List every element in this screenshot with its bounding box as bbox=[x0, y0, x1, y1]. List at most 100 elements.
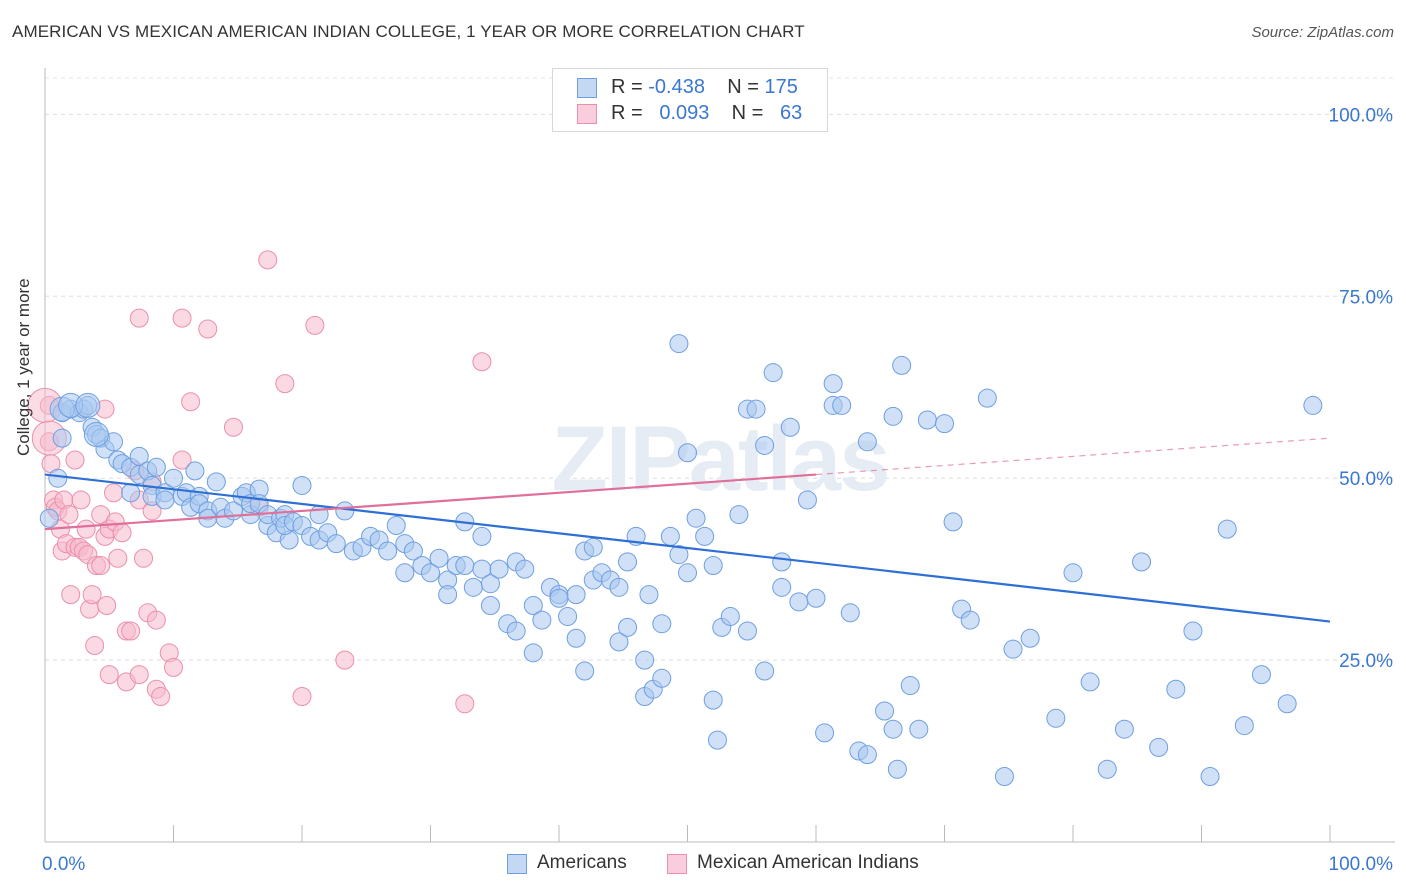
data-point-mexican bbox=[99, 665, 119, 685]
y-tick-label: 75.0% bbox=[1339, 287, 1393, 308]
grid-lines bbox=[45, 77, 1395, 661]
data-point-americans bbox=[463, 577, 483, 597]
data-point-americans bbox=[917, 410, 937, 430]
data-point-americans bbox=[618, 552, 638, 572]
data-point-americans bbox=[909, 719, 929, 739]
x-tick-label: 0.0% bbox=[42, 854, 85, 875]
data-point-americans bbox=[943, 512, 963, 532]
data-point-americans bbox=[146, 457, 166, 477]
y-tick-label: 25.0% bbox=[1339, 651, 1393, 672]
legend-r-label: R = bbox=[611, 102, 643, 124]
data-point-americans bbox=[1234, 716, 1254, 736]
data-point-mexican bbox=[258, 250, 278, 270]
data-point-americans bbox=[155, 490, 175, 510]
data-point-americans bbox=[669, 545, 689, 565]
data-point-americans bbox=[707, 730, 727, 750]
data-point-mexican bbox=[104, 483, 124, 503]
data-point-americans bbox=[755, 435, 775, 455]
data-point-mexican bbox=[85, 636, 105, 656]
data-point-americans bbox=[52, 428, 72, 448]
data-point-americans bbox=[678, 563, 697, 583]
legend-swatch-americans bbox=[577, 78, 597, 98]
tick-labels: 25.0% 50.0% 75.0% 100.0% 0.0% 100.0% bbox=[42, 105, 1393, 875]
source-label: Source: ZipAtlas.com bbox=[1251, 24, 1394, 41]
data-point-americans bbox=[489, 559, 509, 579]
legend-n-label: N = bbox=[731, 102, 764, 124]
data-point-americans bbox=[480, 574, 500, 594]
data-point-americans bbox=[635, 650, 655, 670]
data-point-americans bbox=[335, 501, 355, 521]
legend-r-value-mexican: 0.093 bbox=[659, 102, 710, 124]
data-point-americans bbox=[729, 505, 749, 525]
data-point-americans bbox=[185, 461, 205, 481]
data-point-americans bbox=[48, 468, 68, 488]
data-point-americans bbox=[386, 515, 406, 535]
data-point-mexican bbox=[164, 657, 183, 677]
series-americans-points bbox=[39, 334, 1323, 787]
x-tick-label: 100.0% bbox=[1329, 854, 1394, 875]
data-point-mexican bbox=[108, 548, 128, 568]
bottom-legend-label-mexican: Mexican American Indians bbox=[697, 852, 919, 873]
data-point-mexican bbox=[292, 686, 312, 706]
data-point-americans bbox=[639, 585, 659, 605]
data-point-americans bbox=[678, 443, 697, 463]
data-point-americans bbox=[455, 556, 475, 576]
data-point-mexican bbox=[91, 556, 111, 576]
data-point-mexican bbox=[71, 490, 91, 510]
data-point-americans bbox=[1046, 708, 1066, 728]
data-point-americans bbox=[935, 414, 954, 434]
data-point-americans bbox=[583, 537, 603, 557]
data-point-americans bbox=[206, 472, 226, 492]
data-point-americans bbox=[797, 490, 817, 510]
data-point-americans bbox=[763, 363, 783, 383]
data-point-mexican bbox=[82, 585, 102, 605]
data-point-americans bbox=[883, 406, 903, 426]
data-point-mexican bbox=[305, 315, 325, 335]
data-point-americans bbox=[960, 610, 980, 630]
data-point-americans bbox=[1217, 519, 1237, 539]
data-point-americans bbox=[660, 526, 680, 546]
data-point-americans bbox=[438, 585, 458, 605]
trend-lines bbox=[44, 437, 1331, 623]
data-point-americans bbox=[900, 676, 920, 696]
data-point-mexican bbox=[172, 450, 192, 470]
data-point-americans bbox=[977, 388, 997, 408]
data-point-mexican bbox=[134, 548, 154, 568]
data-point-americans bbox=[523, 643, 543, 663]
data-point-americans bbox=[1003, 639, 1023, 659]
data-point-americans bbox=[129, 446, 149, 466]
data-point-mexican bbox=[61, 585, 81, 605]
data-point-americans bbox=[575, 661, 595, 681]
data-point-americans bbox=[994, 767, 1014, 787]
chart-title: AMERICAN VS MEXICAN AMERICAN INDIAN COLL… bbox=[12, 22, 805, 41]
data-point-americans bbox=[652, 614, 672, 634]
data-point-americans bbox=[83, 422, 109, 448]
data-point-americans bbox=[883, 719, 903, 739]
data-point-americans bbox=[121, 483, 141, 503]
y-tick-label: 50.0% bbox=[1339, 469, 1393, 490]
data-point-americans bbox=[164, 468, 183, 488]
watermark: ZIPatlas bbox=[552, 408, 889, 510]
legend-n-label: N = bbox=[727, 76, 759, 98]
legend-text-americans: R = -0.438 N = 175 bbox=[611, 76, 798, 99]
data-point-americans bbox=[480, 596, 500, 616]
data-point-americans bbox=[292, 475, 312, 495]
data-point-americans bbox=[875, 701, 895, 721]
data-point-americans bbox=[515, 559, 535, 579]
data-point-americans bbox=[75, 392, 101, 418]
data-point-americans bbox=[892, 355, 912, 375]
data-point-mexican bbox=[76, 519, 96, 539]
data-point-americans bbox=[755, 661, 775, 681]
trend-line-mexican bbox=[44, 473, 817, 531]
data-point-americans bbox=[720, 606, 740, 626]
legend-r-label: R = bbox=[611, 76, 643, 98]
data-point-americans bbox=[395, 563, 415, 583]
data-point-americans bbox=[815, 723, 835, 743]
legend-text-mexican: R = 0.093 N = 63 bbox=[611, 102, 802, 125]
data-point-americans bbox=[566, 585, 586, 605]
data-point-americans bbox=[558, 606, 578, 626]
axes bbox=[44, 68, 1395, 843]
data-point-americans bbox=[1277, 694, 1297, 714]
data-point-americans bbox=[806, 588, 826, 608]
data-point-americans bbox=[789, 592, 809, 612]
